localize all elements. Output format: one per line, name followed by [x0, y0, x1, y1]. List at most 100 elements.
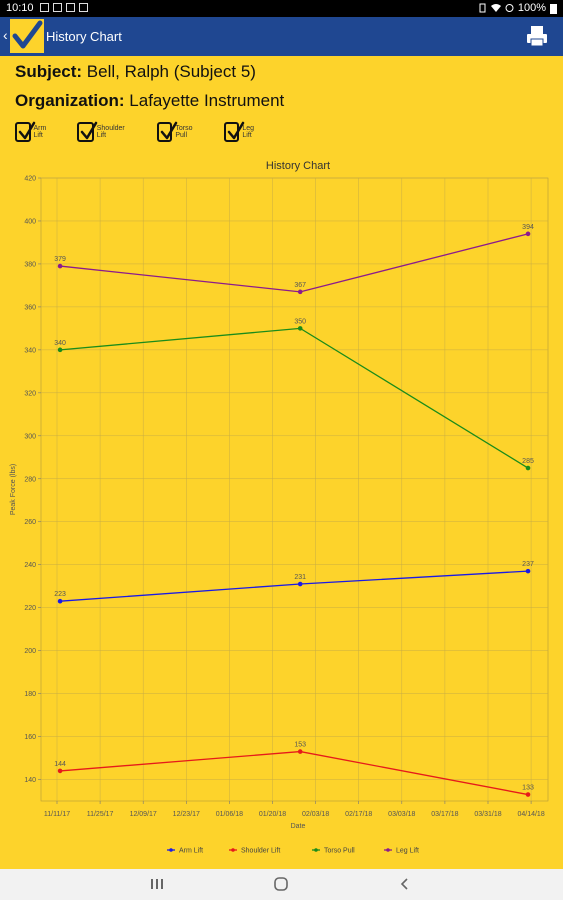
y-axis-label: Peak Force (lbs) [10, 464, 17, 515]
data-label: 285 [522, 458, 534, 465]
series-line [60, 327, 529, 469]
data-point [297, 326, 303, 331]
checkbox-box[interactable] [77, 121, 98, 142]
mute-icon [505, 4, 514, 12]
notification-icon [66, 3, 75, 12]
system-nav-bar [0, 869, 563, 900]
recent-apps-icon[interactable] [147, 876, 167, 892]
data-point [297, 581, 303, 587]
status-right: 100% [478, 2, 557, 14]
x-tick-label: 03/17/18 [431, 811, 458, 818]
legend-label: Torso Pull [324, 848, 355, 855]
battery-icon [550, 3, 557, 14]
chart-title: History Chart [266, 160, 330, 172]
status-bar: 10:10 100% [0, 0, 563, 17]
data-point [525, 792, 531, 797]
data-label: 367 [294, 282, 306, 289]
data-point [57, 768, 63, 774]
legend-label: Shoulder Lift [241, 848, 280, 855]
data-point [297, 749, 303, 754]
printer-icon[interactable] [525, 24, 549, 48]
checkbox-box[interactable] [157, 121, 178, 142]
wifi-icon [490, 4, 501, 12]
legend-marker [386, 848, 390, 852]
y-tick-label: 280 [24, 476, 36, 483]
arm-lift-checkbox[interactable]: Arm Lift [15, 120, 51, 144]
legend-label: Leg Lift [396, 848, 419, 855]
x-tick-label: 11/25/17 [87, 811, 114, 818]
history-chart-svg: History Chart 140 160 180 200 220 240 260 280 300… [10, 160, 549, 855]
notification-icon [79, 3, 88, 12]
organization-label: Organization: [15, 91, 125, 110]
x-tick-label: 02/03/18 [302, 811, 329, 818]
vibrate-icon [479, 3, 486, 13]
back-icon[interactable] [395, 876, 415, 892]
data-point [525, 568, 531, 574]
x-tick-label: 12/09/17 [130, 811, 157, 818]
data-label: 394 [522, 224, 534, 231]
checkbox-label: Arm Lift [33, 125, 47, 139]
y-tick-label: 180 [24, 691, 36, 698]
data-label: 231 [294, 574, 306, 581]
shoulder-lift-checkbox[interactable]: Shoulder Lift [77, 120, 128, 144]
history-chart: History Chart 140 160 180 200 220 240 260 280 300… [0, 150, 563, 862]
y-tick-label: 260 [24, 519, 36, 526]
x-tick-label: 01/20/18 [259, 811, 286, 818]
y-tick-label: 360 [24, 304, 36, 311]
data-point [525, 231, 531, 237]
organization-value: Lafayette Instrument [129, 91, 285, 110]
app-bar: ‹ History Chart [0, 17, 563, 56]
subject-value: Bell, Ralph (Subject 5) [86, 62, 256, 81]
data-point [57, 263, 63, 269]
checkbox-label: Leg Lift [242, 125, 255, 139]
checkbox-box[interactable] [224, 121, 245, 142]
y-tick-label: 420 [24, 176, 36, 183]
series-line [60, 750, 529, 796]
data-point [525, 465, 531, 471]
status-time: 10:10 [6, 2, 34, 14]
battery-percent: 100% [517, 2, 546, 14]
x-tick-label: 11/11/17 [44, 811, 70, 818]
legend-label: Arm Lift [179, 848, 203, 855]
checkbox-label: Torso Pull [175, 125, 193, 139]
subject-line: Subject: Bell, Ralph (Subject 5) [15, 62, 256, 82]
y-tick-label: 320 [24, 390, 36, 397]
data-label: 223 [54, 591, 66, 598]
data-point [297, 289, 303, 295]
data-label: 340 [54, 340, 66, 347]
data-label: 350 [294, 318, 306, 325]
x-tick-label: 02/17/18 [345, 811, 372, 818]
notification-icon [40, 3, 49, 12]
page-title: History Chart [46, 29, 122, 44]
notification-icon [53, 3, 62, 12]
y-tick-label: 140 [24, 777, 36, 784]
home-icon[interactable] [271, 876, 291, 892]
x-tick-label: 12/23/17 [173, 811, 200, 818]
legend-marker [169, 848, 173, 852]
x-tick-label: 01/06/18 [216, 811, 243, 818]
y-tick-label: 400 [24, 218, 36, 225]
data-label: 144 [54, 761, 66, 768]
up-arrow-icon[interactable]: ‹ [3, 27, 8, 43]
subject-label: Subject: [15, 62, 83, 81]
notification-icons [40, 3, 88, 12]
torso-pull-checkbox[interactable]: Torso Pull [157, 120, 197, 144]
data-point [57, 598, 63, 604]
data-label: 133 [522, 785, 534, 792]
data-label: 153 [294, 742, 306, 749]
checkbox-box[interactable] [15, 121, 36, 142]
leg-lift-checkbox[interactable]: Leg Lift [224, 120, 259, 144]
organization-line: Organization: Lafayette Instrument [15, 91, 284, 111]
data-point [57, 347, 63, 353]
data-label: 237 [522, 561, 534, 568]
data-label: 379 [54, 256, 66, 263]
plot-area [40, 177, 549, 802]
x-tick-label: 04/14/18 [517, 811, 544, 818]
y-tick-label: 380 [24, 261, 36, 268]
y-tick-label: 160 [24, 734, 36, 741]
checkbox-label: Shoulder Lift [96, 125, 125, 139]
y-tick-label: 340 [24, 347, 36, 354]
checkmark-logo-icon [10, 19, 44, 53]
y-tick-label: 240 [24, 562, 36, 569]
x-axis-label: Date [291, 823, 306, 830]
